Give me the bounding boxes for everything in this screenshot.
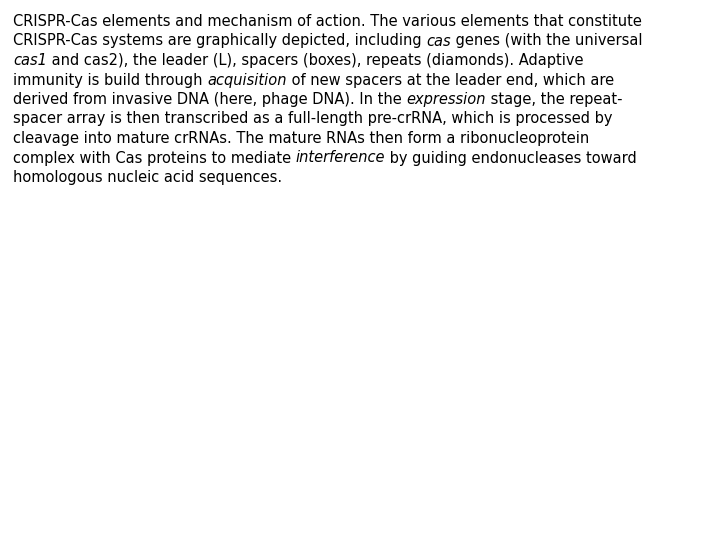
Text: spacer array is then transcribed as a full-length pre-crRNA, which is processed : spacer array is then transcribed as a fu… <box>13 111 613 126</box>
Text: cleavage into mature crRNAs. The mature RNAs then form a ribonucleoprotein: cleavage into mature crRNAs. The mature … <box>13 131 589 146</box>
Text: expression: expression <box>406 92 486 107</box>
Text: interference: interference <box>296 151 385 165</box>
Text: acquisition: acquisition <box>207 72 287 87</box>
Text: of new spacers at the leader end, which are: of new spacers at the leader end, which … <box>287 72 613 87</box>
Text: by guiding endonucleases toward: by guiding endonucleases toward <box>385 151 637 165</box>
Text: and cas2), the leader (L), spacers (boxes), repeats (diamonds). Adaptive: and cas2), the leader (L), spacers (boxe… <box>47 53 583 68</box>
Text: CRISPR-Cas elements and mechanism of action. The various elements that constitut: CRISPR-Cas elements and mechanism of act… <box>13 14 642 29</box>
Text: homologous nucleic acid sequences.: homologous nucleic acid sequences. <box>13 170 282 185</box>
Text: complex with Cas proteins to mediate: complex with Cas proteins to mediate <box>13 151 296 165</box>
Text: derived from invasive DNA (here, phage DNA). In the: derived from invasive DNA (here, phage D… <box>13 92 406 107</box>
Text: cas: cas <box>426 33 451 49</box>
Text: CRISPR-Cas systems are graphically depicted, including: CRISPR-Cas systems are graphically depic… <box>13 33 426 49</box>
Text: immunity is build through: immunity is build through <box>13 72 207 87</box>
Text: cas1: cas1 <box>13 53 47 68</box>
Text: stage, the repeat-: stage, the repeat- <box>486 92 622 107</box>
Text: genes (with the universal: genes (with the universal <box>451 33 642 49</box>
